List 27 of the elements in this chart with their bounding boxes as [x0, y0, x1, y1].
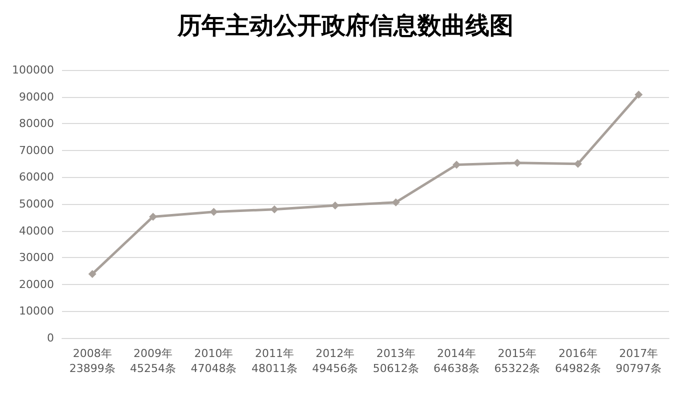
- x-tick-label: 2015年 65322条: [494, 347, 540, 375]
- y-tick-label: 0: [47, 332, 54, 344]
- x-tick-label: 2010年 47048条: [190, 347, 237, 375]
- y-tick-label: 20000: [19, 278, 54, 291]
- point: [149, 212, 158, 221]
- chart-title: 历年主动公开政府信息数曲线图: [176, 10, 514, 40]
- y-tick-label: 40000: [19, 224, 54, 238]
- point: [634, 90, 643, 99]
- x-tick-label: 2016年 64982条: [554, 347, 601, 375]
- y-tick-label: 70000: [19, 144, 54, 157]
- point: [392, 198, 400, 206]
- x-tick-label: 2009年 45254条: [130, 347, 176, 375]
- y-tick-label: 60000: [19, 170, 54, 184]
- y-tick-label: 10000: [19, 304, 54, 318]
- x-tick-label: 2011年 48011条: [251, 347, 298, 375]
- y-tick-label: 90000: [19, 90, 54, 104]
- x-tick-label: 2013年 50612条: [372, 347, 419, 375]
- y-tick-label: 100000: [12, 64, 54, 76]
- point: [513, 158, 522, 167]
- y-tick-label: 50000: [19, 198, 54, 210]
- x-tick-label: 2008年 23899条: [69, 347, 116, 375]
- x-tick-label: 2014年 64638条: [434, 347, 480, 375]
- y-tick-label: 30000: [19, 251, 54, 264]
- point: [88, 270, 96, 278]
- y-tick-label: 80000: [19, 117, 54, 130]
- x-tick-label: 2012年 49456条: [312, 347, 358, 375]
- x-tick-label: 2017年 90797条: [616, 347, 662, 375]
